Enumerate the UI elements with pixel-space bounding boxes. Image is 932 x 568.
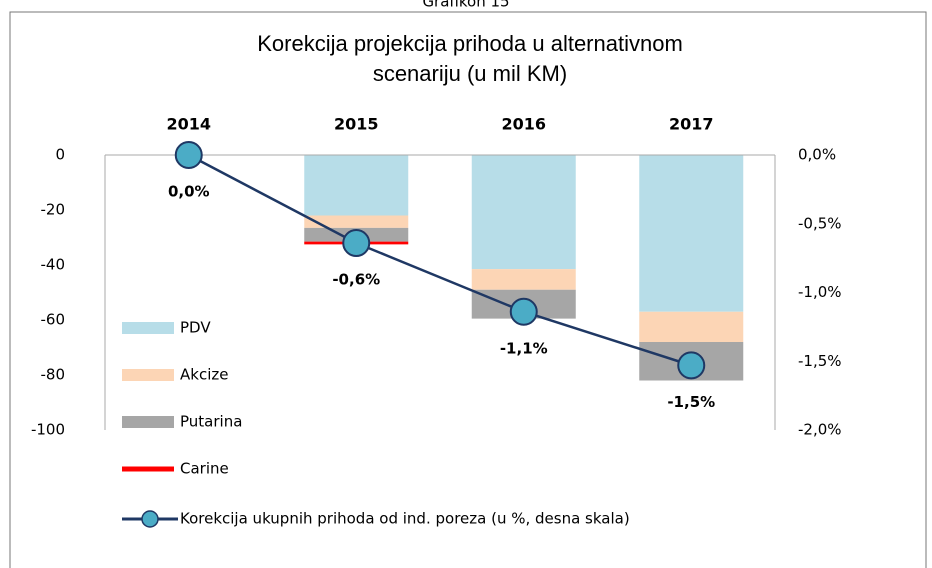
y-tick-label: -40 — [41, 256, 66, 274]
y-tick-label: -80 — [41, 366, 66, 384]
bar-segment — [639, 155, 744, 312]
chart-title: Korekcija projekcija prihoda u alternati… — [257, 31, 683, 86]
bar-segment — [304, 155, 409, 216]
data-label: -0,6% — [332, 271, 380, 289]
line-marker — [509, 297, 538, 326]
y-tick-label: -60 — [41, 311, 66, 329]
legend-label: Carine — [180, 460, 229, 478]
y2-tick-label: -1,0% — [798, 283, 842, 301]
y2-tick-label: 0,0% — [798, 146, 836, 164]
data-label: -1,5% — [667, 393, 715, 411]
legend-swatch — [122, 416, 174, 428]
data-label: -1,1% — [500, 339, 548, 357]
y-tick-label: 0 — [55, 146, 65, 164]
bar-segment — [304, 215, 409, 228]
line-marker — [174, 141, 203, 169]
caption: Grafikon 15 — [422, 0, 509, 11]
legend-swatch — [122, 466, 174, 472]
y2-tick-label: -1,5% — [798, 352, 842, 370]
legend-swatch — [122, 369, 174, 381]
caption-bg — [380, 0, 550, 11]
legend-label: Akcize — [180, 366, 228, 384]
legend-label: Putarina — [180, 413, 242, 431]
x-tick-label: 2015 — [334, 115, 379, 134]
y-tick-label: -100 — [31, 421, 65, 439]
line-marker — [677, 351, 706, 380]
y2-tick-label: -2,0% — [798, 421, 842, 439]
y-tick-label: -20 — [41, 201, 66, 219]
y2-tick-label: -0,5% — [798, 214, 842, 232]
bar-segment — [471, 269, 576, 290]
data-label: 0,0% — [168, 183, 210, 201]
bar-segment — [471, 155, 576, 270]
legend-label: Korekcija ukupnih prihoda od ind. poreza… — [180, 510, 630, 528]
x-tick-label: 2017 — [669, 115, 714, 134]
line-marker — [342, 229, 371, 257]
line-series — [188, 153, 692, 367]
legend-swatch — [122, 322, 174, 334]
bar-segment — [639, 311, 744, 342]
x-tick-label: 2016 — [501, 115, 546, 134]
legend-marker — [141, 510, 159, 528]
legend-label: PDV — [180, 319, 211, 337]
x-tick-label: 2014 — [166, 115, 211, 134]
